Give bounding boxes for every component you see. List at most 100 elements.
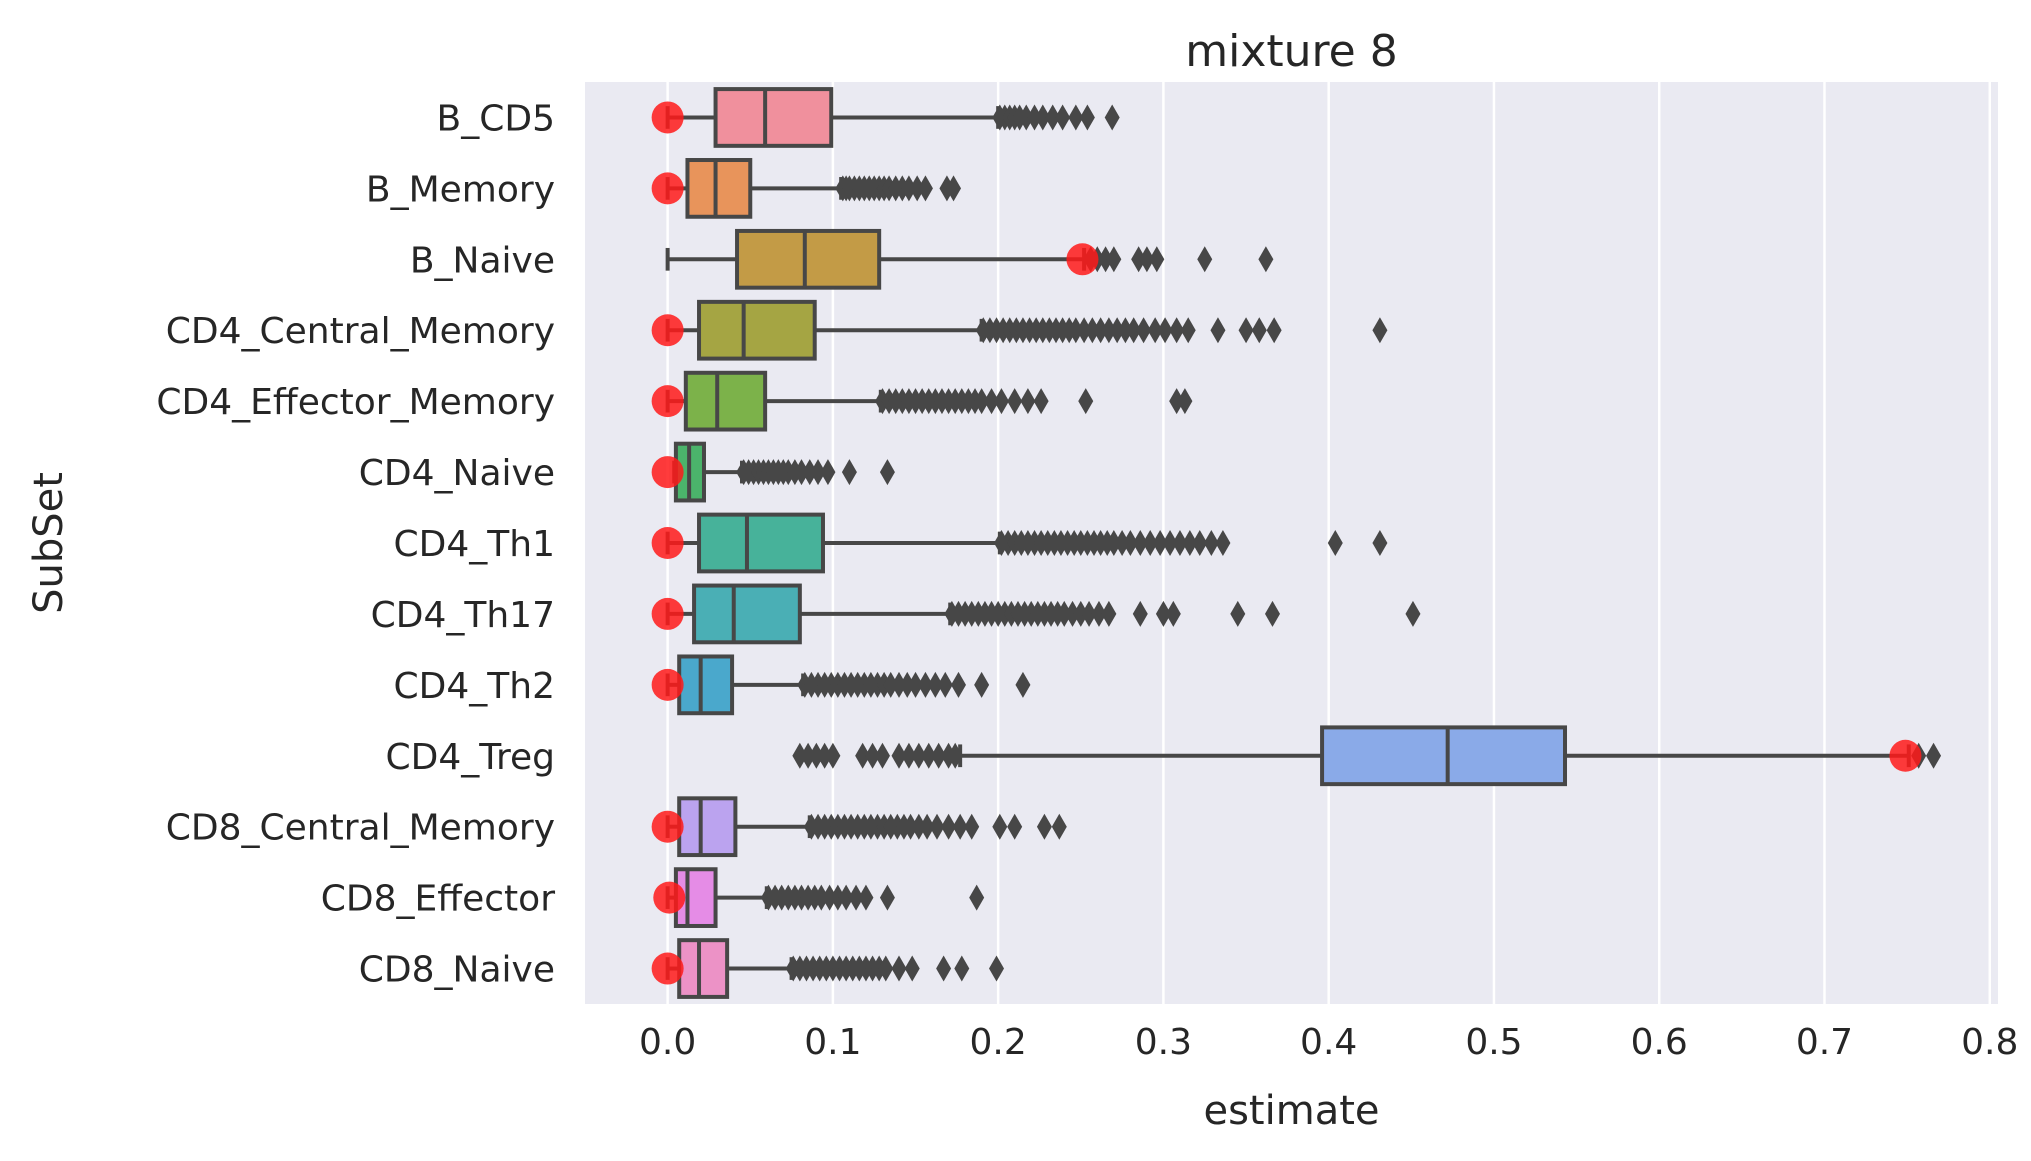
outlier-point bbox=[927, 671, 943, 698]
outlier-point bbox=[1084, 317, 1100, 344]
outlier-point bbox=[950, 671, 966, 698]
outlier-point bbox=[1101, 317, 1117, 344]
outlier-point bbox=[954, 955, 970, 982]
outlier-point bbox=[1230, 600, 1246, 627]
outlier-point bbox=[1142, 530, 1158, 556]
outlier-point bbox=[899, 671, 915, 698]
y-tick-label: CD4_Effector_Memory bbox=[156, 382, 555, 423]
box-iqr bbox=[697, 512, 825, 574]
y-tick-label: CD4_Th1 bbox=[394, 524, 555, 565]
outlier-point bbox=[1155, 600, 1171, 627]
box-iqr bbox=[677, 654, 735, 716]
outlier-point bbox=[1051, 813, 1067, 840]
outlier-point bbox=[1091, 600, 1107, 627]
outlier-point bbox=[1165, 600, 1181, 627]
y-tick-label: B_Naive bbox=[410, 240, 555, 281]
outlier-point bbox=[1027, 104, 1043, 131]
outlier-point bbox=[813, 884, 829, 911]
estimate-marker bbox=[651, 597, 684, 630]
estimate-marker bbox=[651, 172, 684, 205]
y-tick-label: CD8_Central_Memory bbox=[166, 808, 555, 849]
outlier-point bbox=[993, 388, 1009, 415]
outlier-point bbox=[1068, 317, 1084, 344]
box-iqr bbox=[685, 158, 753, 219]
outlier-point bbox=[1056, 600, 1072, 627]
outlier-point bbox=[1081, 600, 1097, 627]
outliers-CD4_Effector_Memory bbox=[874, 388, 1193, 415]
estimate-marker bbox=[651, 810, 684, 843]
outlier-point bbox=[878, 955, 894, 982]
outlier-point bbox=[1266, 317, 1282, 344]
outlier-point bbox=[825, 742, 841, 769]
outlier-point bbox=[1033, 388, 1049, 415]
outlier-point bbox=[891, 742, 907, 769]
outlier-point bbox=[820, 459, 836, 486]
outlier-point bbox=[1136, 317, 1152, 344]
box-CD4_Effector_Memory bbox=[665, 370, 883, 432]
outlier-point bbox=[929, 813, 945, 840]
box-B_Naive bbox=[665, 228, 1087, 290]
outliers-CD4_Th17 bbox=[944, 600, 1421, 627]
x-axis-ticks: 0.0 0.1 0.2 0.3 0.4 0.5 0.6 0.7 0.8 bbox=[639, 1022, 2018, 1063]
box-B_CD5 bbox=[665, 87, 1001, 148]
outlier-point bbox=[1169, 388, 1185, 415]
outlier-point bbox=[855, 742, 871, 769]
box-iqr bbox=[1320, 725, 1568, 787]
outlier-point bbox=[1197, 246, 1213, 273]
outlier-point bbox=[1104, 104, 1120, 131]
estimate-marker bbox=[1889, 739, 1922, 772]
x-tick-label: 0.5 bbox=[1465, 1022, 1522, 1063]
outlier-point bbox=[1076, 317, 1092, 344]
outlier-point bbox=[941, 813, 957, 840]
outlier-point bbox=[793, 459, 809, 486]
y-tick-label: CD8_Effector bbox=[321, 879, 555, 920]
x-tick-label: 0.2 bbox=[970, 1022, 1027, 1063]
outliers-CD4_Treg bbox=[792, 742, 1942, 769]
outlier-point bbox=[992, 813, 1008, 840]
outliers-B_CD5 bbox=[992, 104, 1120, 131]
y-tick-label: B_CD5 bbox=[437, 98, 555, 139]
y-tick-label: CD4_Treg bbox=[386, 737, 555, 778]
outlier-point bbox=[792, 742, 808, 769]
x-axis-title: estimate bbox=[1203, 1088, 1379, 1134]
outlier-point bbox=[817, 742, 833, 769]
outlier-point bbox=[917, 175, 933, 202]
outlier-point bbox=[1101, 600, 1117, 627]
y-tick-label: CD4_Th17 bbox=[371, 595, 555, 636]
outlier-point bbox=[1007, 388, 1023, 415]
box-iqr bbox=[713, 87, 834, 148]
outlier-point bbox=[1238, 317, 1254, 344]
outlier-point bbox=[830, 884, 846, 911]
outlier-point bbox=[904, 955, 920, 982]
outlier-point bbox=[1177, 388, 1193, 415]
outlier-point bbox=[903, 813, 919, 840]
outliers-CD8_Naive bbox=[785, 955, 1005, 982]
outlier-point bbox=[1192, 530, 1208, 556]
outlier-point bbox=[891, 955, 907, 982]
outlier-point bbox=[848, 884, 864, 911]
outlier-point bbox=[1018, 104, 1034, 131]
estimate-marker bbox=[651, 527, 684, 559]
outlier-point bbox=[1126, 317, 1142, 344]
box-CD4_Central_Memory bbox=[665, 299, 984, 361]
outlier-point bbox=[1147, 317, 1163, 344]
estimate-marker bbox=[1066, 243, 1099, 276]
outlier-point bbox=[919, 813, 935, 840]
outlier-point bbox=[802, 459, 818, 486]
outliers-CD8_Effector bbox=[760, 884, 985, 911]
outlier-point bbox=[1251, 317, 1267, 344]
outlier-point bbox=[1106, 530, 1122, 556]
outlier-point bbox=[917, 671, 933, 698]
outlier-point bbox=[974, 671, 990, 698]
outlier-point bbox=[947, 742, 963, 769]
outlier-point bbox=[1149, 246, 1165, 273]
outlier-point bbox=[1210, 317, 1226, 344]
outlier-point bbox=[841, 459, 857, 486]
outlier-point bbox=[1405, 600, 1421, 627]
estimate-marker bbox=[651, 456, 684, 489]
outlier-point bbox=[1327, 530, 1343, 556]
y-axis-ticks: B_CD5 B_Memory B_Naive CD4_Central_Memory CD… bbox=[156, 98, 555, 990]
y-tick-label: CD4_Th2 bbox=[394, 666, 555, 707]
x-tick-label: 0.3 bbox=[1135, 1022, 1192, 1063]
outlier-point bbox=[952, 813, 968, 840]
